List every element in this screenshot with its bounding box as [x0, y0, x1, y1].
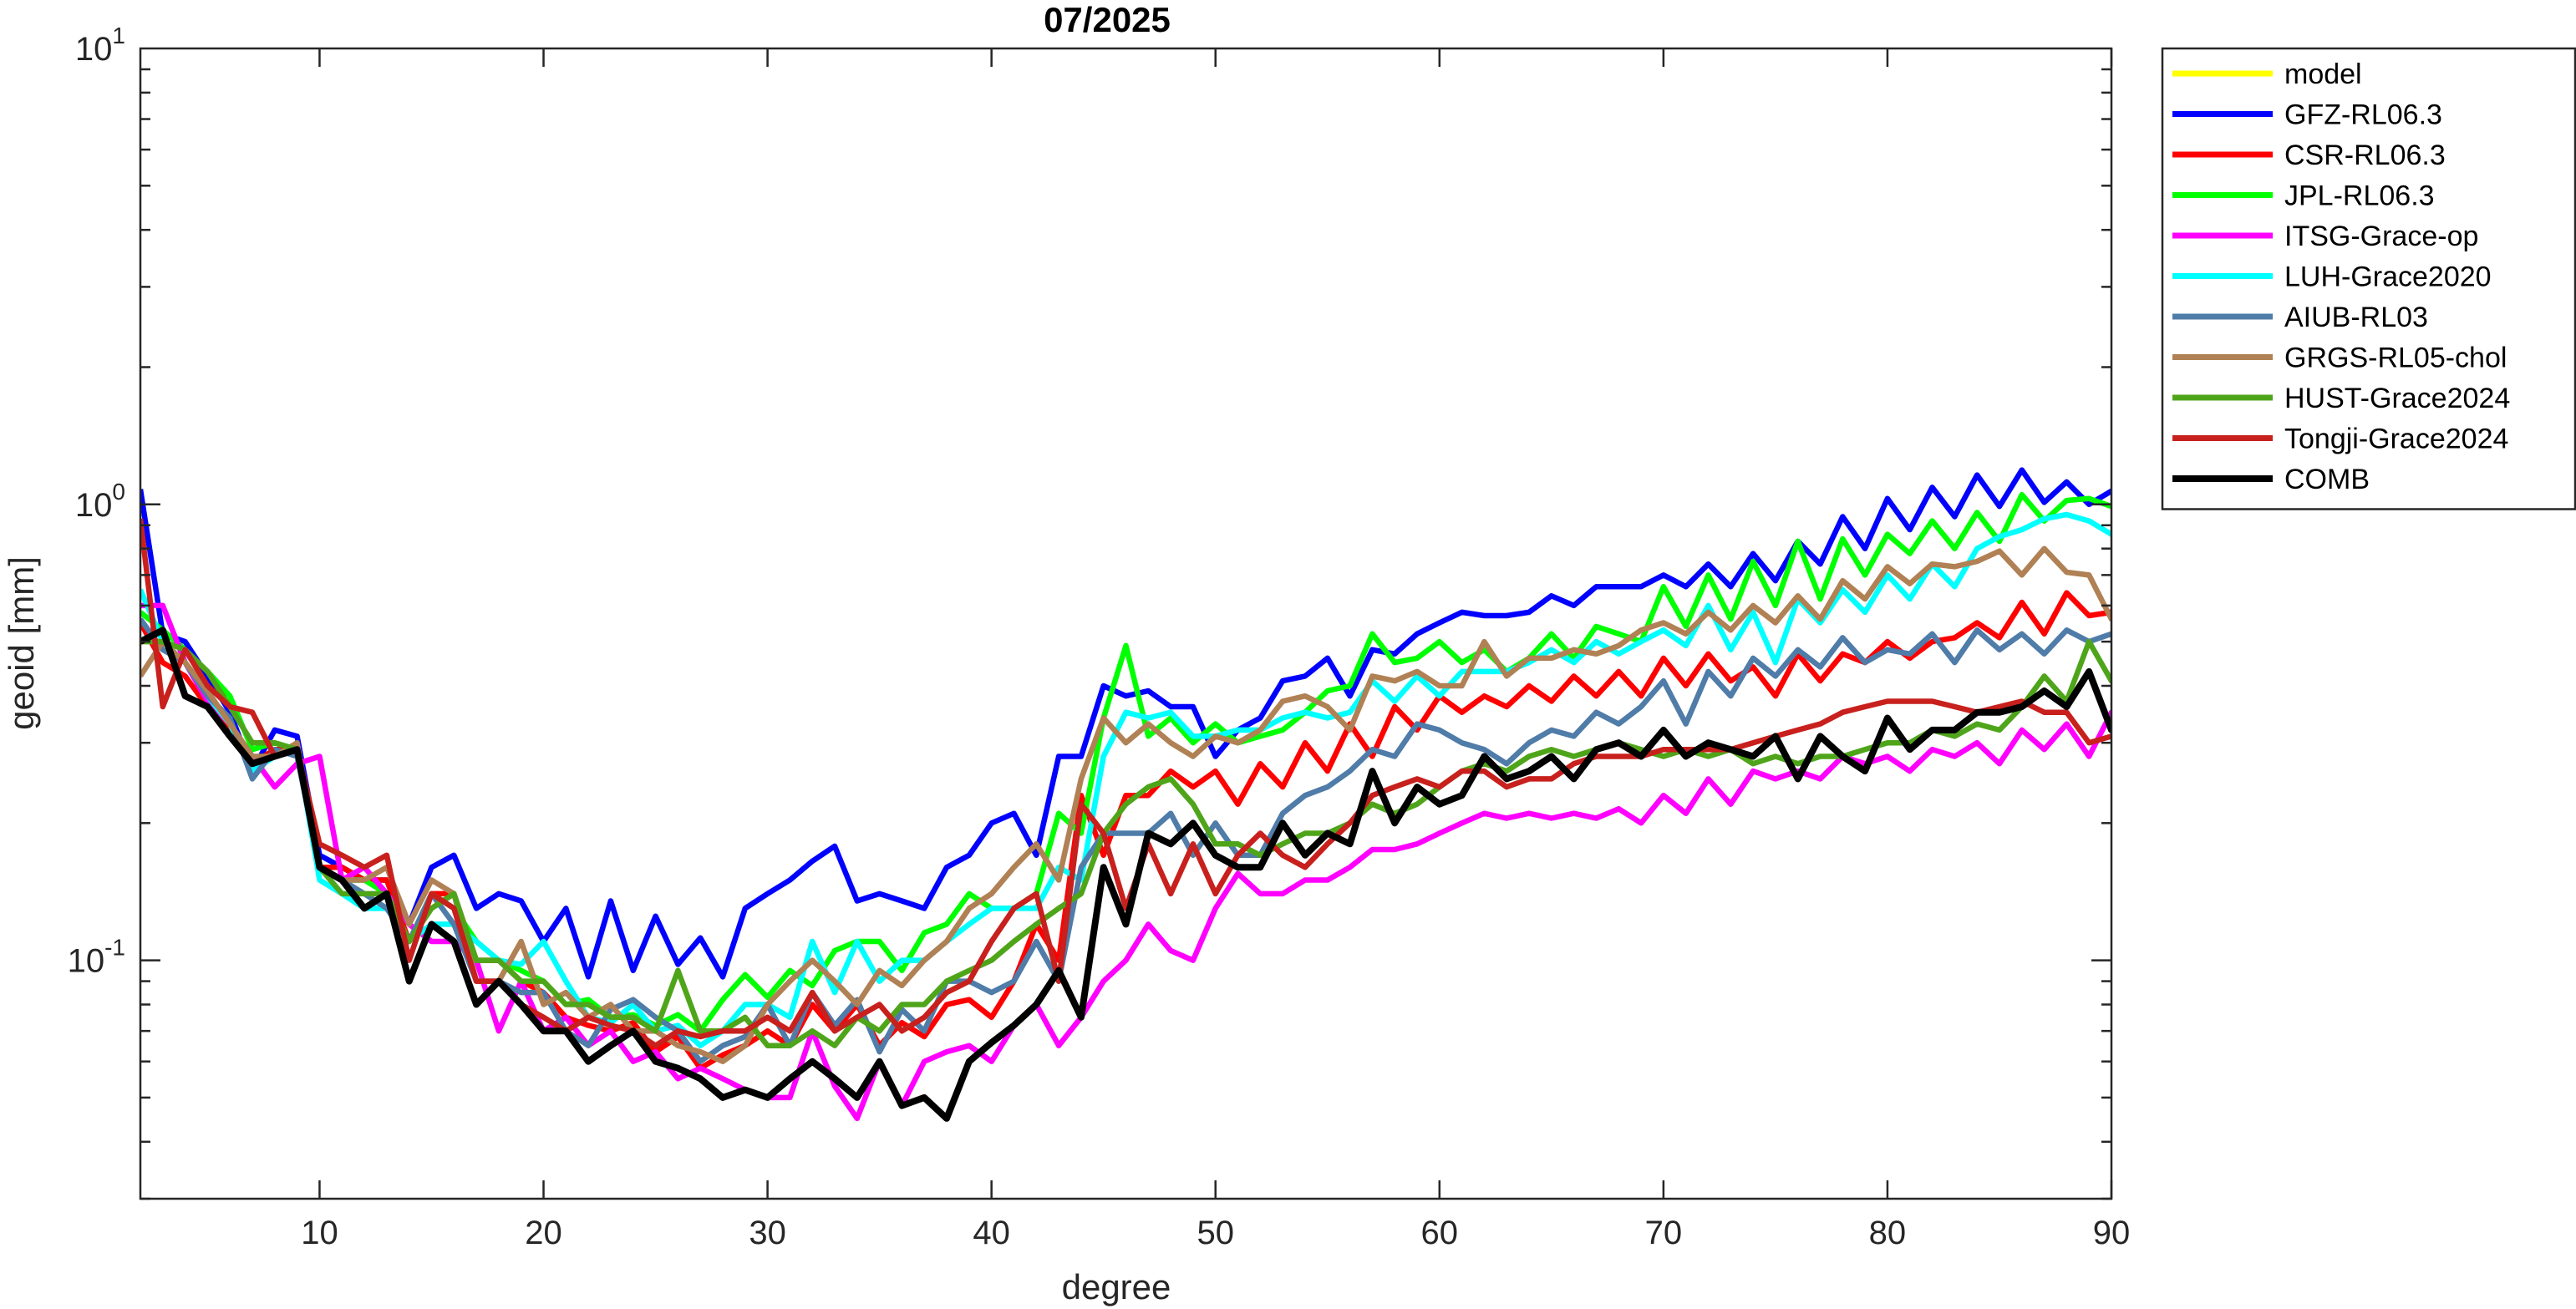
x-tick-label: 80	[1869, 1215, 1907, 1251]
x-axis-label: degree	[1062, 1267, 1171, 1306]
x-tick-label: 30	[749, 1215, 786, 1251]
plot-frame	[139, 47, 2113, 1200]
x-tick-label: 90	[2093, 1215, 2131, 1251]
x-tick-label: 70	[1645, 1215, 1683, 1251]
legend-entry-label: ITSG-Grace-op	[2284, 221, 2478, 252]
y-tick-label: 101	[75, 23, 125, 68]
legend-entry-label: GFZ-RL06.3	[2284, 99, 2442, 131]
chart-title: 07/2025	[1044, 0, 1171, 39]
y-tick-label: 100	[75, 479, 125, 524]
legend-entry-label: GRGS-RL05-chol	[2284, 342, 2507, 374]
legend: model GFZ-RL06.3 CSR-RL06.3 JPL-RL06.3 ITSG-…	[2161, 47, 2576, 510]
legend-entry-label: COMB	[2284, 464, 2370, 495]
series-line-hust-grace2024	[140, 638, 2111, 1048]
series-layer	[140, 467, 2111, 1122]
legend-entry-label: model	[2284, 58, 2362, 90]
x-tick-label: 20	[525, 1215, 562, 1251]
legend-entry-label: Tongji-Grace2024	[2284, 424, 2508, 455]
legend-entry-label: JPL-RL06.3	[2284, 180, 2435, 212]
legend-entry-label: AIUB-RL03	[2284, 302, 2428, 333]
x-tick-label: 10	[301, 1215, 338, 1251]
series-line-comb	[140, 627, 2111, 1122]
legend-entry-label: HUST-Grace2024	[2284, 383, 2510, 414]
x-tick-label: 60	[1421, 1215, 1459, 1251]
legend-entry-label: CSR-RL06.3	[2284, 140, 2446, 171]
y-tick-label: 10-1	[68, 935, 125, 980]
x-tick-label: 40	[973, 1215, 1010, 1251]
axes-layer: 10 20 30 40 50 60 70 80 90 101 100 10-1	[68, 23, 2131, 1251]
y-axis-label: geoid [mm]	[2, 556, 41, 730]
legend-entry-label: LUH-Grace2020	[2284, 261, 2492, 293]
x-tick-label: 50	[1197, 1215, 1234, 1251]
